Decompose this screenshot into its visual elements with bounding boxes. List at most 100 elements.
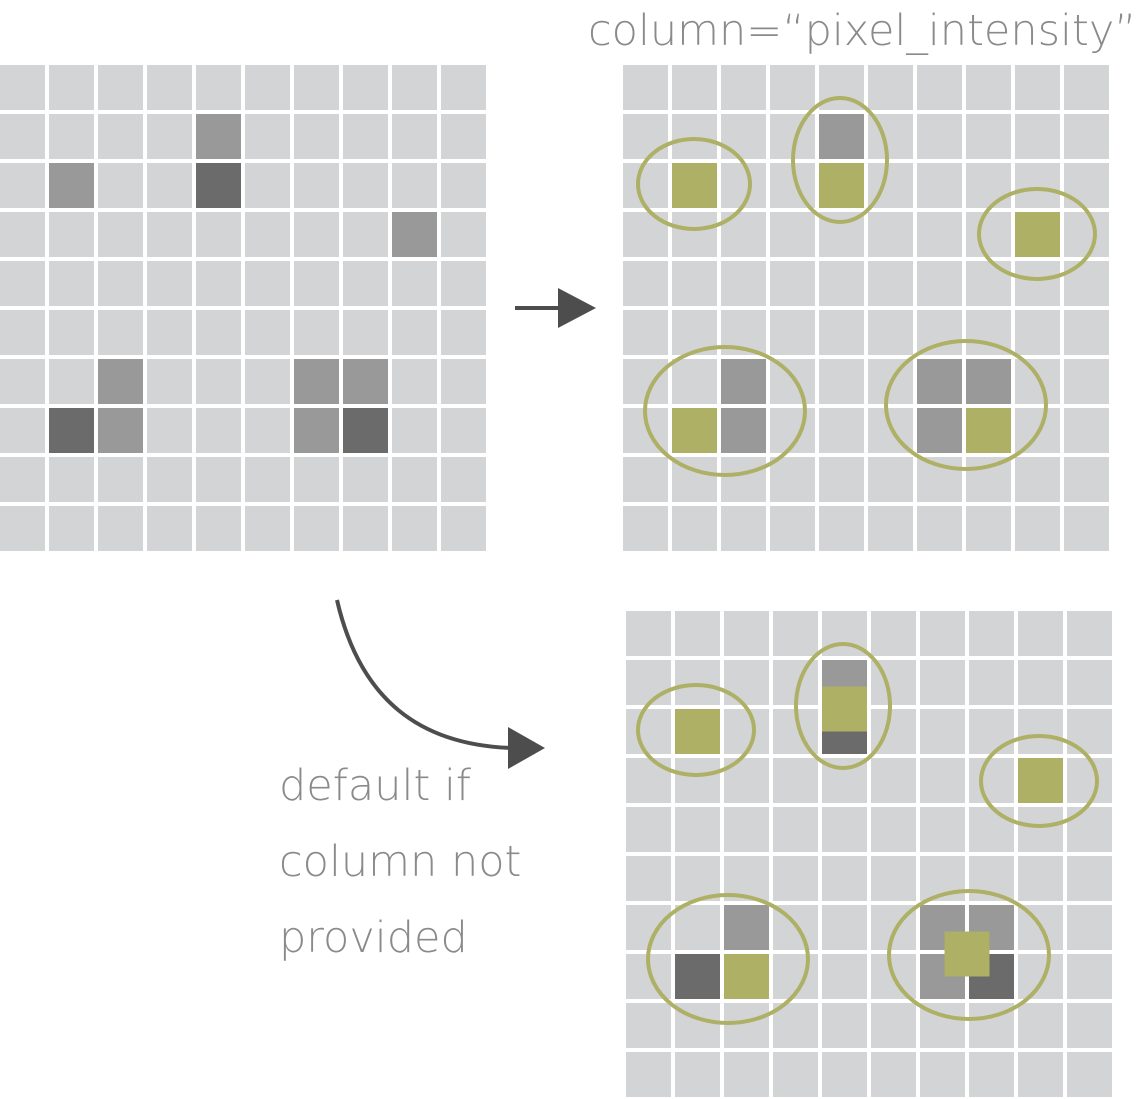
pixel-cell-light [1064, 359, 1109, 404]
pixel-cell-light [147, 457, 192, 502]
pixel-cell-light [245, 163, 290, 208]
pixel-cell-light [1015, 310, 1060, 355]
pixel-cell-medium [917, 359, 962, 404]
pixel-cell-light [966, 212, 1011, 257]
region-circle [887, 889, 1051, 1021]
right-arrow-icon [515, 288, 596, 328]
pixel-cell-light [245, 408, 290, 453]
pixel-cell-light [1064, 506, 1109, 551]
pixel-cell-light [819, 310, 864, 355]
pixel-cell-light [871, 758, 916, 803]
pixel-cell-light [966, 506, 1011, 551]
pixel-cell-light [773, 611, 818, 656]
pixel-cell-dark [675, 954, 720, 999]
default-label-line-1: default if [279, 761, 471, 811]
pixel-cell-light [0, 261, 45, 306]
pixel-cell-light [441, 261, 486, 306]
pixel-cell-light [871, 1003, 916, 1048]
pixel-cell-light [343, 65, 388, 110]
pixel-cell-light [441, 506, 486, 551]
pixel-cell-light [917, 212, 962, 257]
pixel-cell-light [724, 660, 769, 705]
pixel-cell-light [1067, 856, 1112, 901]
pixel-cell-light [294, 163, 339, 208]
pixel-cell-medium [49, 163, 94, 208]
pixel-cell-light [147, 163, 192, 208]
pixel-cell-light [868, 212, 913, 257]
pixel-cell-light [1064, 212, 1109, 257]
pixel-cell-light [724, 807, 769, 852]
pixel-cell-light [773, 1003, 818, 1048]
pixel-cell-light [675, 807, 720, 852]
pixel-cell-light [98, 163, 143, 208]
pixel-cell-light [1018, 1052, 1063, 1097]
pixel-cell-light [871, 856, 916, 901]
pixel-cell-highlight [724, 954, 769, 999]
pixel-cell-light [871, 1052, 916, 1097]
pixel-cell-light [969, 611, 1014, 656]
pixel-cell-light [1067, 905, 1112, 950]
pixel-cell-light [969, 1052, 1014, 1097]
pixel-cell-medium [724, 905, 769, 950]
pixel-cell-light [920, 660, 965, 705]
pixel-cell-light [1015, 457, 1060, 502]
pixel-cell-medium [196, 114, 241, 159]
pixel-cell-light [343, 212, 388, 257]
default-centroid-markers [822, 686, 990, 977]
pixel-cell-light [1018, 954, 1063, 999]
region-circle [977, 187, 1097, 281]
centroid-marker [822, 686, 867, 732]
pixel-cell-light [822, 905, 867, 950]
pixel-cell-light [623, 163, 668, 208]
default-centroid-grid [626, 611, 1112, 1097]
pixel-cell-light [147, 114, 192, 159]
default-label-line-3: provided [279, 913, 468, 963]
pixel-cell-light [392, 408, 437, 453]
pixel-cell-light [969, 758, 1014, 803]
pixel-cell-light [822, 856, 867, 901]
pixel-cell-light [721, 261, 766, 306]
pixel-cell-light [147, 310, 192, 355]
pixel-cell-highlight [675, 709, 720, 754]
pixel-cell-light [1067, 1052, 1112, 1097]
pixel-cell-light [1064, 261, 1109, 306]
region-circle [636, 683, 756, 777]
pixel-cell-light [98, 114, 143, 159]
pixel-cell-light [0, 310, 45, 355]
pixel-cell-light [245, 506, 290, 551]
pixel-cell-light [98, 212, 143, 257]
region-circle [636, 137, 752, 231]
pixel-cell-light [773, 856, 818, 901]
pixel-cell-light [0, 457, 45, 502]
pixel-cell-light [672, 359, 717, 404]
pixel-cell-light [1064, 65, 1109, 110]
pixel-cell-light [1018, 856, 1063, 901]
pixel-cell-light [920, 611, 965, 656]
pixel-cell-light [770, 457, 815, 502]
pixel-cell-light [294, 261, 339, 306]
pixel-cell-light [98, 506, 143, 551]
pixel-cell-light [392, 457, 437, 502]
pixel-cell-light [392, 65, 437, 110]
pixel-cell-light [1067, 611, 1112, 656]
pixel-cell-light [196, 359, 241, 404]
pixel-cell-light [0, 359, 45, 404]
pixel-cell-light [675, 758, 720, 803]
pixel-cell-light [773, 807, 818, 852]
pixel-cell-light [1064, 114, 1109, 159]
pixel-cell-light [245, 212, 290, 257]
pixel-cell-light [1064, 163, 1109, 208]
pixel-cell-light [1018, 660, 1063, 705]
pixel-cell-light [721, 163, 766, 208]
pixel-cell-light [1067, 807, 1112, 852]
pixel-cell-medium [721, 359, 766, 404]
weighted-region-circles [636, 96, 1097, 477]
pixel-cell-light [721, 457, 766, 502]
pixel-cell-light [343, 506, 388, 551]
pixel-cell-light [626, 856, 671, 901]
pixel-cell-light [724, 1003, 769, 1048]
pixel-cell-medium [98, 359, 143, 404]
pixel-cell-light [441, 310, 486, 355]
pixel-cell-light [672, 114, 717, 159]
pixel-cell-light [0, 212, 45, 257]
